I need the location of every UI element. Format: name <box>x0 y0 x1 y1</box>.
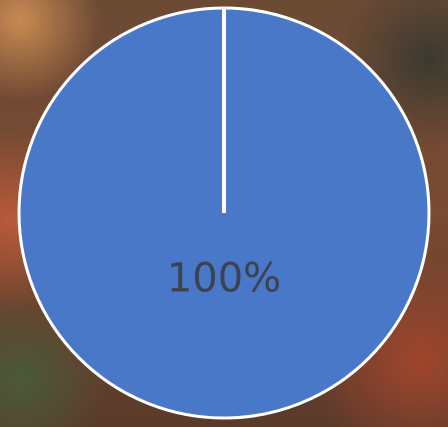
data-label: 100% <box>167 256 281 302</box>
